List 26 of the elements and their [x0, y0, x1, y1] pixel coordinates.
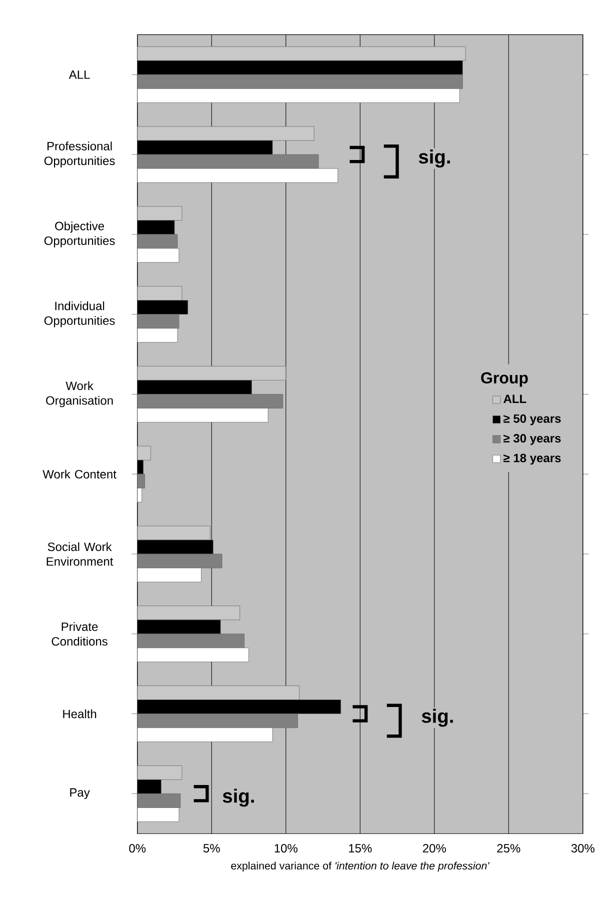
legend-label: ≥ 50 years [504, 414, 561, 426]
legend-title: Group [481, 372, 528, 387]
legend-label: ALL [504, 394, 526, 403]
x-tick-label: 20% [423, 844, 446, 853]
annotation: sig. [222, 788, 254, 807]
x-axis-title: explained variance of 'intention to leave the profession' [231, 862, 490, 872]
annotation: sig. [418, 150, 450, 168]
x-tick-label: 10% [274, 844, 298, 853]
y-tick-label: Pay [70, 788, 90, 800]
y-tick-label: Objective Opportunities [44, 221, 115, 248]
x-tick-label: 30% [571, 844, 595, 853]
x-tick-label: 15% [349, 844, 372, 852]
y-tick-label: Work Organisation [46, 381, 113, 408]
y-tick-label: Social Work Environment [46, 542, 114, 566]
y-tick-label: Private Conditions [52, 622, 108, 646]
y-tick-label: Professional Opportunities [44, 142, 115, 168]
y-tick-label: Work Content [42, 470, 116, 479]
legend-label: ≥ 30 years [504, 434, 561, 445]
x-tick-label: 0% [129, 844, 146, 853]
x-tick-label: 5% [203, 844, 220, 852]
x-tick-label: 25% [497, 844, 520, 853]
annotation: sig. [422, 708, 453, 727]
y-tick-label: Individual Opportunities [44, 301, 115, 328]
y-tick-label: Health [63, 709, 96, 718]
y-tick-label: ALL [68, 70, 90, 79]
legend-label: ≥ 18 years [504, 454, 561, 465]
